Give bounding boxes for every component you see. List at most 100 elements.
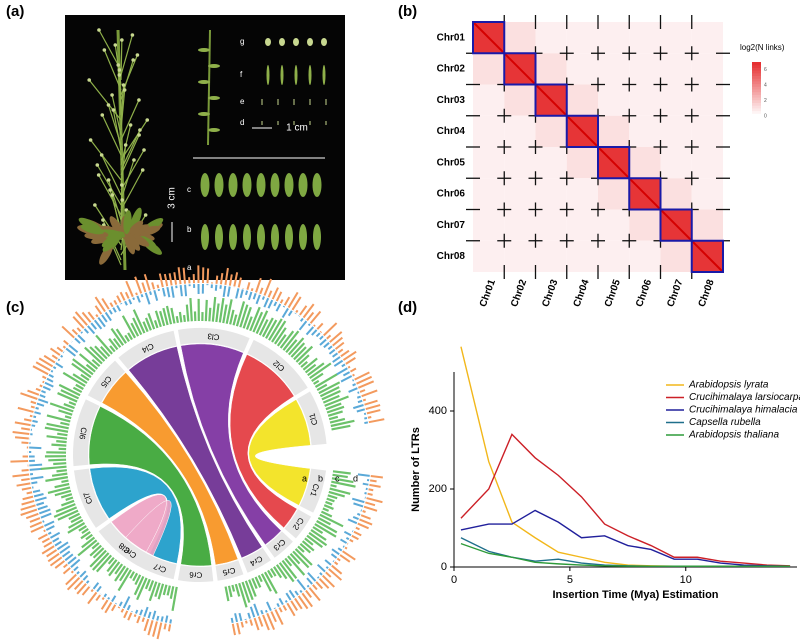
rosette-leaf — [80, 224, 104, 235]
blue-track-bar — [275, 303, 282, 312]
green-track-bar — [91, 542, 100, 550]
blue-track-bar — [339, 538, 348, 544]
outer-track-bar — [228, 274, 233, 286]
blue-track-bar — [87, 325, 96, 335]
green-track-bar — [62, 371, 86, 387]
blue-track-bar — [316, 563, 326, 573]
outer-track-bar — [236, 622, 241, 635]
green-track-bar — [297, 545, 305, 553]
green-track-bar — [153, 320, 159, 329]
outer-track-bar — [253, 617, 260, 631]
colorbar-label: log2(N links) — [740, 43, 785, 52]
heat-cell — [504, 115, 536, 147]
outer-track-bar — [352, 373, 355, 377]
outer-track-bar — [81, 311, 92, 323]
outer-track-bar — [297, 595, 309, 610]
blue-track-bar — [331, 548, 340, 556]
blue-track-bar — [147, 611, 152, 619]
series-line — [460, 433, 791, 567]
green-track-bar — [46, 435, 68, 440]
heat-cell — [473, 147, 505, 179]
green-track-bar — [264, 571, 278, 595]
flower — [131, 58, 135, 62]
green-track-bar — [239, 304, 249, 328]
branch — [120, 89, 126, 131]
outer-track-bar — [113, 299, 118, 306]
colorbar-tick-label: 0 — [764, 113, 767, 119]
outer-track-bar — [123, 610, 129, 619]
green-track-bar — [326, 405, 345, 414]
green-track-bar — [44, 426, 69, 433]
x-axis-label: Insertion Time (Mya) Estimation — [552, 589, 718, 601]
outer-track-bar — [302, 303, 315, 319]
blue-track-bar — [226, 286, 231, 297]
blue-track-bar — [40, 512, 52, 519]
chromosome-block — [534, 83, 568, 117]
chord — [111, 494, 172, 556]
colorbar-step — [752, 113, 761, 117]
outer-track-bar — [20, 508, 38, 516]
outer-track-bar — [134, 276, 143, 294]
outer-track-bar — [49, 556, 63, 567]
blue-track-bar — [79, 570, 87, 578]
blue-track-bar — [234, 613, 238, 623]
chromosome-block — [690, 239, 724, 273]
outer-track-bar — [16, 482, 31, 487]
blue-track-bar — [31, 424, 36, 427]
outer-track-bar — [20, 392, 38, 400]
branch — [120, 134, 140, 176]
heat-cell — [691, 53, 723, 85]
outer-track-bar — [74, 311, 88, 326]
green-track-bar — [147, 312, 156, 330]
x-tick-label: 5 — [567, 574, 573, 586]
green-track-bar — [132, 309, 146, 334]
blue-track-bar — [160, 616, 164, 622]
outer-track-bar — [259, 287, 264, 295]
blue-track-bar — [33, 493, 44, 498]
outer-track-bar — [355, 526, 360, 531]
flower — [137, 98, 141, 102]
green-track-bar — [316, 520, 338, 534]
blue-track-bar — [230, 617, 234, 624]
outer-track-bar — [17, 406, 34, 413]
green-track-bar — [45, 476, 69, 482]
rosette-leaf — [123, 210, 132, 235]
green-track-bar — [229, 309, 235, 325]
heat-cell — [535, 178, 567, 210]
green-track-bar — [48, 458, 67, 462]
green-track-bar — [56, 440, 67, 444]
green-track-bar — [92, 552, 110, 571]
branch — [120, 119, 148, 161]
green-track-bar — [313, 379, 320, 385]
blue-track-bar — [332, 356, 341, 363]
sprig-leaf — [198, 48, 210, 52]
green-track-bar — [211, 296, 217, 322]
chord — [180, 343, 282, 546]
outer-track-bar — [231, 623, 236, 636]
flower — [113, 43, 118, 47]
flower — [97, 28, 101, 32]
chromosome-block — [503, 52, 537, 86]
organ-f — [308, 65, 312, 85]
flower — [100, 113, 105, 117]
photo-label: a — [187, 263, 192, 272]
green-track-bar — [57, 509, 79, 521]
heat-cell — [629, 84, 661, 116]
green-track-bar — [304, 537, 314, 546]
blue-track-bar — [356, 408, 366, 413]
blue-track-bar — [33, 415, 37, 419]
green-track-bar — [306, 534, 323, 549]
outer-track-bar — [21, 477, 30, 482]
blue-track-bar — [264, 609, 268, 613]
blue-track-bar — [31, 481, 38, 485]
colorbar-step — [752, 94, 761, 98]
y-tick-label: Chr06 — [437, 189, 466, 200]
organ-g — [293, 38, 299, 46]
green-track-bar — [63, 403, 75, 410]
green-track-bar — [302, 357, 318, 371]
blue-track-bar — [108, 309, 113, 315]
green-track-bar — [58, 383, 81, 397]
circos-label: Cr7 — [152, 561, 168, 574]
y-tick-label: Chr05 — [437, 157, 466, 168]
